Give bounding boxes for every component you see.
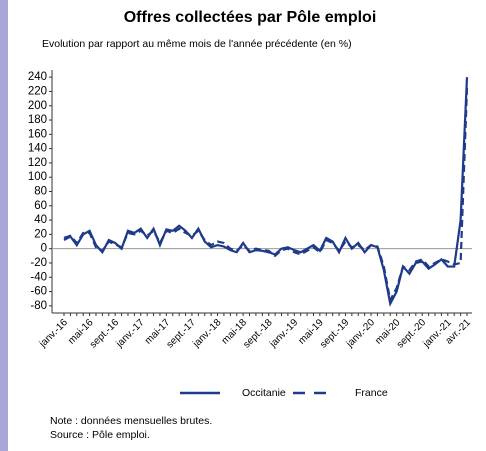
x-tick-label: sept.-18 bbox=[241, 317, 275, 351]
y-tick-label: 120 bbox=[28, 157, 47, 169]
x-tick-label: janv.-20 bbox=[344, 317, 377, 350]
y-tick-label: 200 bbox=[28, 100, 47, 112]
y-tick-label: 60 bbox=[34, 200, 47, 212]
y-tick-label: -60 bbox=[30, 286, 47, 298]
chart-subtitle: Evolution par rapport au même mois de l'… bbox=[42, 38, 352, 50]
y-tick-label: 0 bbox=[41, 243, 47, 255]
chart-title: Offres collectées par Pôle emploi bbox=[124, 9, 377, 26]
series-line bbox=[63, 87, 469, 304]
y-tick-label: 240 bbox=[28, 71, 47, 83]
y-tick-label: 220 bbox=[28, 85, 47, 97]
y-tick-label: 180 bbox=[28, 114, 47, 126]
y-tick-label: 160 bbox=[28, 128, 47, 140]
x-tick-label: janv.-16 bbox=[37, 317, 70, 350]
x-tick-label: sept.-17 bbox=[165, 317, 199, 351]
note: Note : données mensuelles brutes. bbox=[50, 415, 212, 427]
legend-label: Occitanie bbox=[242, 387, 286, 399]
y-tick-label: 20 bbox=[34, 228, 47, 240]
x-tick-label: janv.-17 bbox=[114, 317, 147, 350]
x-tick-label: sept.-20 bbox=[395, 317, 429, 351]
y-tick-label: 100 bbox=[28, 171, 47, 183]
x-tick-label: janv.-18 bbox=[190, 317, 223, 350]
y-tick-label: 40 bbox=[34, 214, 47, 226]
y-tick-label: 140 bbox=[28, 143, 47, 155]
series-line bbox=[63, 77, 469, 308]
x-tick-label: sept.-16 bbox=[88, 317, 122, 351]
source: Source : Pôle emploi. bbox=[50, 429, 150, 441]
y-tick-label: -40 bbox=[30, 271, 47, 283]
x-tick-label: sept.-19 bbox=[318, 317, 352, 351]
y-tick-label: 80 bbox=[34, 186, 47, 198]
y-tick-label: -20 bbox=[30, 257, 47, 269]
legend-label: France bbox=[355, 387, 388, 399]
y-tick-label: -80 bbox=[30, 300, 47, 312]
x-tick-label: janv.-19 bbox=[267, 317, 300, 350]
side-strip bbox=[0, 0, 8, 451]
